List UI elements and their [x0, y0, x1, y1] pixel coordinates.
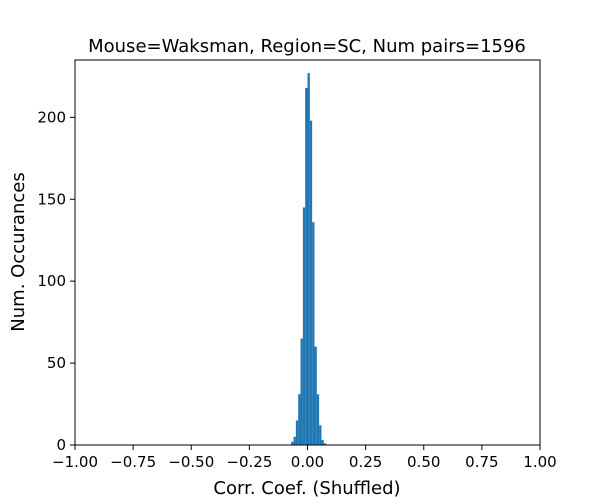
histogram-bar	[314, 346, 317, 445]
x-tick-label: −0.50	[168, 453, 214, 471]
histogram-bar	[323, 443, 327, 445]
histogram-bar	[309, 120, 313, 446]
histogram-bar	[298, 394, 301, 445]
x-axis: −1.00 −0.75 −0.50 −0.25 0.00 0.25 0.50 0.75 1.00	[52, 445, 557, 471]
histogram-bar	[295, 420, 299, 445]
histogram-bar	[291, 441, 294, 445]
y-tick-label: 0	[56, 436, 66, 454]
histogram-bar	[307, 73, 310, 445]
x-tick-label: 0.00	[291, 453, 324, 471]
y-tick-label: 150	[37, 190, 66, 208]
histogram-bar	[305, 87, 308, 445]
x-tick-label: −0.25	[226, 453, 272, 471]
y-tick-label: 50	[47, 354, 66, 372]
x-axis-label: Corr. Coef. (Shuffled)	[213, 478, 400, 499]
x-tick-label: −1.00	[52, 453, 98, 471]
x-tick-label: 0.75	[465, 453, 498, 471]
histogram-bar	[319, 425, 322, 445]
histogram-bar	[300, 338, 303, 445]
histogram-bar	[316, 394, 320, 445]
x-tick-label: 0.25	[349, 453, 382, 471]
histogram-bar	[302, 207, 306, 445]
x-tick-label: 1.00	[523, 453, 556, 471]
x-tick-label: −0.75	[110, 453, 156, 471]
histogram-bar	[321, 440, 324, 445]
x-tick-label: 0.50	[407, 453, 440, 471]
y-axis-label: Num. Occurances	[8, 172, 29, 331]
y-tick-label: 100	[37, 272, 66, 290]
histogram-bar	[312, 222, 315, 445]
histogram-bar	[293, 436, 296, 445]
bars-layer	[291, 73, 327, 446]
chart-title: Mouse=Waksman, Region=SC, Num pairs=1596	[88, 36, 526, 57]
y-axis: 0 50 100 150 200	[37, 108, 75, 454]
y-tick-label: 200	[37, 108, 66, 126]
